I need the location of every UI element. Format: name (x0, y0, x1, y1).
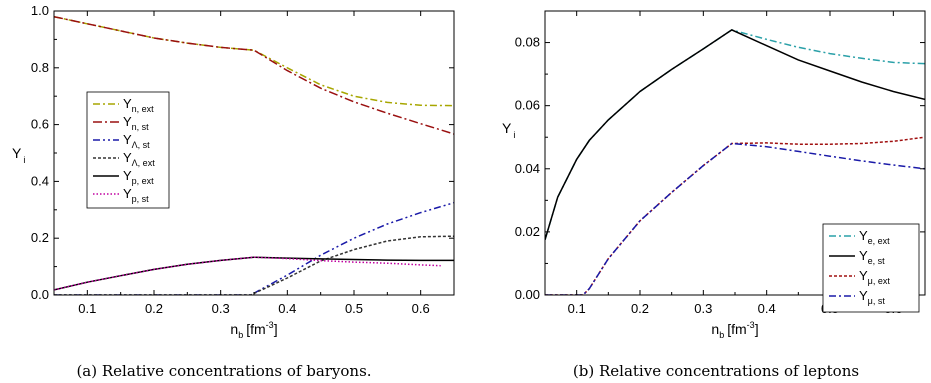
x-tick-label: 0.4 (758, 301, 776, 316)
y-tick-label: 0.8 (31, 60, 49, 75)
x-tick-label: 0.2 (145, 301, 163, 316)
y-tick-label: 1.0 (31, 3, 49, 18)
y-tick-label: 0.0 (31, 287, 49, 302)
series-line-3 (54, 201, 454, 295)
series-line-4 (54, 235, 454, 295)
x-tick-label: 0.3 (694, 301, 712, 316)
series-line-5 (54, 256, 454, 291)
x-tick-label: 0.3 (212, 301, 230, 316)
legend-entry: Yn, st (123, 114, 149, 132)
legend-entry: Ye, st (859, 248, 885, 266)
caption-left: (a) Relative concentrations of baryons. (76, 362, 371, 380)
legend-entry: Yp, ext (123, 168, 154, 186)
series-line-4 (545, 142, 925, 295)
series-line-2 (545, 29, 925, 241)
x-tick-label: 0.6 (412, 301, 430, 316)
legend-box (822, 223, 920, 313)
legend: Ye, ext Ye, st Yμ, ext Yμ, st (822, 223, 920, 313)
legend-entry: Yn, ext (123, 96, 154, 114)
legend-entry: Ye, ext (859, 228, 890, 246)
legend-box (86, 91, 170, 209)
y-tick-label: 0.06 (515, 98, 540, 113)
series-line-1 (545, 29, 925, 241)
y-tick-label: 0.6 (31, 117, 49, 132)
legend-entry: YΛ, st (123, 132, 150, 150)
x-axis-label: nb [fm-3] (230, 320, 277, 340)
legend-entry: Yμ, ext (859, 268, 890, 286)
legend-entry: YΛ, ext (123, 150, 155, 168)
x-axis-label: nb [fm-3] (711, 320, 758, 340)
x-tick-label: 0.5 (345, 301, 363, 316)
chart-baryons: 0.1 0.2 0.3 0.4 0.5 0.6 0.0 0.2 0.4 0.6 0.8 1.0 Y i nb… (12, 3, 455, 340)
legend-entry: Yp, st (123, 186, 149, 204)
x-tick-label: 0.4 (278, 301, 296, 316)
y-tick-label: 0.4 (31, 173, 49, 188)
y-tick-label: 0.2 (31, 230, 49, 245)
y-tick-label: 0.02 (515, 224, 540, 239)
y-tick-label: 0.00 (515, 287, 540, 302)
x-tick-label: 0.2 (631, 301, 649, 316)
series-line-3 (545, 136, 925, 295)
y-tick-label: 0.04 (515, 161, 540, 176)
y-tick-label: 0.08 (515, 35, 540, 50)
caption-right: (b) Relative concentrations of leptons (573, 362, 859, 380)
x-tick-label: 0.1 (78, 301, 96, 316)
series-line-6 (54, 256, 441, 291)
x-tick-label: 0.1 (568, 301, 586, 316)
chart-leptons: 0.10.20.30.40.50.60.000.020.040.060.08Yi… (502, 10, 926, 340)
series-line-1 (54, 15, 454, 107)
series-line-2 (54, 15, 454, 135)
legend-entry: Yμ, st (859, 288, 885, 306)
